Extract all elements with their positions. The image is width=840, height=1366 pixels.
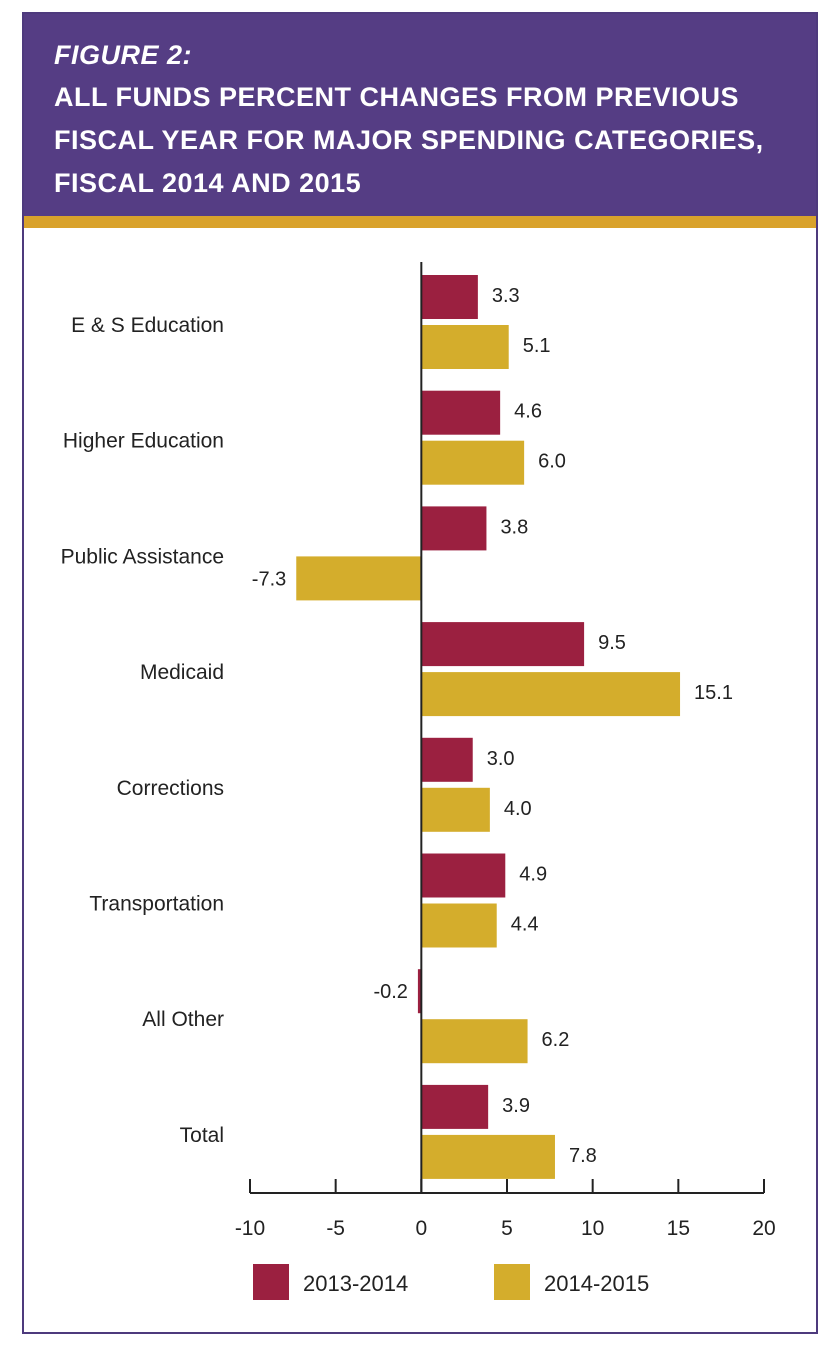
x-tick-label: 0	[415, 1217, 427, 1240]
data-label-medicaid-2013-2014: 9.5	[598, 632, 626, 654]
x-tick-label: -10	[235, 1217, 265, 1240]
x-tick-label: -5	[326, 1217, 345, 1240]
x-tick-label: 10	[581, 1217, 604, 1240]
legend-label-2013-2014: 2013-2014	[303, 1271, 408, 1296]
accent-divider	[24, 216, 816, 228]
figure-frame: FIGURE 2: ALL FUNDS PERCENT CHANGES FROM…	[22, 12, 818, 1334]
bar-corrections-2013-2014	[421, 737, 473, 782]
category-label-higher-education: Higher Education	[63, 430, 224, 453]
data-label-higher-education-2013-2014: 4.6	[514, 401, 542, 423]
bar-total-2013-2014	[421, 1084, 489, 1129]
bar-e-s-education-2013-2014	[421, 275, 478, 319]
category-label-public-assistance: Public Assistance	[61, 545, 224, 568]
category-label-total: Total	[180, 1124, 224, 1147]
legend-swatch-2014-2015	[494, 1264, 530, 1300]
bar-higher-education-2013-2014	[421, 390, 501, 435]
data-label-e-s-education-2014-2015: 5.1	[523, 335, 551, 357]
bar-transportation-2014-2015	[421, 903, 497, 948]
figure-header: FIGURE 2: ALL FUNDS PERCENT CHANGES FROM…	[24, 14, 816, 216]
data-label-total-2014-2015: 7.8	[569, 1145, 597, 1167]
legend-label-2014-2015: 2014-2015	[544, 1271, 649, 1296]
bar-all-other-2014-2015	[421, 1019, 528, 1064]
bar-public-assistance-2013-2014	[421, 506, 487, 551]
data-label-all-other-2014-2015: 6.2	[542, 1029, 570, 1051]
bar-total-2014-2015	[421, 1134, 555, 1179]
data-label-transportation-2013-2014: 4.9	[519, 864, 547, 886]
data-label-all-other-2013-2014: -0.2	[373, 981, 407, 1003]
category-label-all-other: All Other	[142, 1008, 224, 1031]
x-tick-label: 15	[667, 1217, 690, 1240]
data-label-total-2013-2014: 3.9	[502, 1095, 530, 1117]
category-label-transportation: Transportation	[89, 893, 224, 916]
bar-public-assistance-2014-2015	[296, 556, 422, 601]
bar-e-s-education-2014-2015	[421, 325, 509, 369]
category-label-corrections: Corrections	[117, 777, 224, 800]
bar-transportation-2013-2014	[421, 853, 506, 898]
bar-higher-education-2014-2015	[421, 440, 525, 485]
data-label-higher-education-2014-2015: 6.0	[538, 451, 566, 473]
data-label-public-assistance-2013-2014: 3.8	[500, 516, 528, 538]
data-label-medicaid-2014-2015: 15.1	[694, 682, 733, 704]
x-tick-label: 20	[752, 1217, 775, 1240]
category-label-medicaid: Medicaid	[140, 661, 224, 684]
figure-label: FIGURE 2:	[54, 40, 193, 70]
chart-title-line-3: FISCAL 2014 AND 2015	[54, 168, 362, 198]
data-label-corrections-2014-2015: 4.0	[504, 798, 532, 820]
bar-corrections-2014-2015	[421, 787, 490, 832]
bar-all-other-2013-2014	[417, 969, 422, 1014]
bar-medicaid-2014-2015	[421, 672, 681, 717]
x-tick-label: 5	[501, 1217, 513, 1240]
data-label-e-s-education-2013-2014: 3.3	[492, 285, 520, 307]
data-label-transportation-2014-2015: 4.4	[511, 914, 539, 936]
bar-medicaid-2013-2014	[421, 622, 585, 667]
chart-title-line-1: ALL FUNDS PERCENT CHANGES FROM PREVIOUS	[54, 82, 740, 112]
data-label-corrections-2013-2014: 3.0	[487, 748, 515, 770]
chart-title-line-2: FISCAL YEAR FOR MAJOR SPENDING CATEGORIE…	[54, 125, 764, 155]
category-label-e-s-education: E & S Education	[71, 314, 224, 337]
legend-swatch-2013-2014	[253, 1264, 289, 1300]
data-label-public-assistance-2014-2015: -7.3	[252, 568, 286, 590]
